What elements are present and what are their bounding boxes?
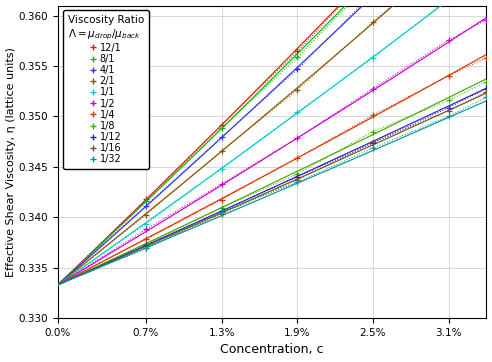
Y-axis label: Effective Shear Viscosity, η (lattice units): Effective Shear Viscosity, η (lattice un… <box>5 47 16 277</box>
X-axis label: Concentration, c: Concentration, c <box>220 344 324 357</box>
Legend: 12/1, 8/1, 4/1, 2/1, 1/1, 1/2, 1/4, 1/8, 1/12, 1/16, 1/32: 12/1, 8/1, 4/1, 2/1, 1/1, 1/2, 1/4, 1/8,… <box>62 10 149 169</box>
